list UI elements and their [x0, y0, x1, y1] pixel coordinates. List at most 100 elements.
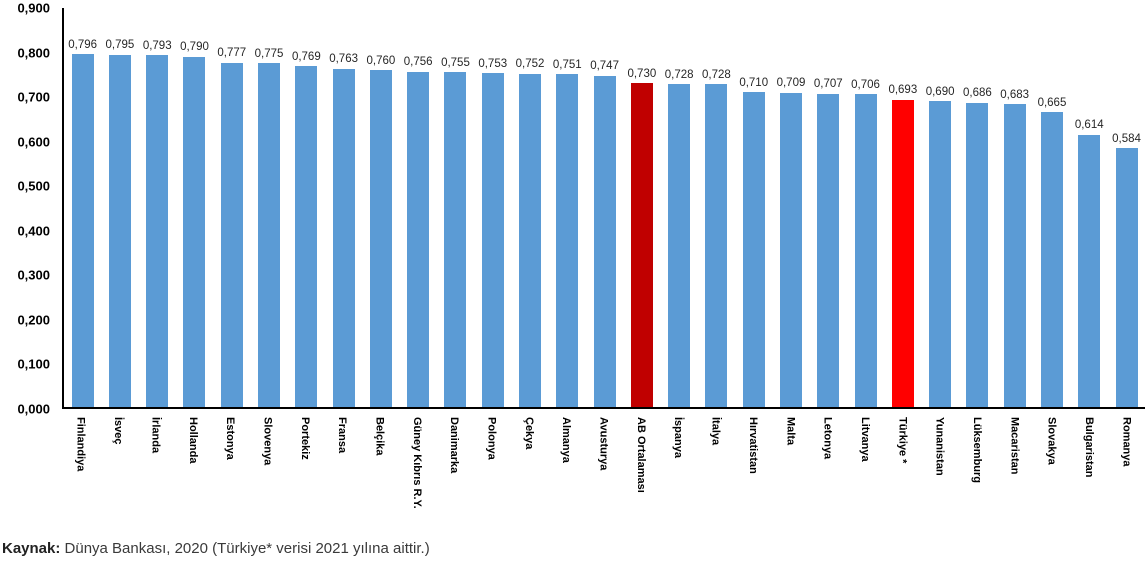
- bar-value-label: 0,690: [925, 85, 955, 98]
- x-axis-label: Finlandiya: [74, 417, 87, 472]
- y-axis-tick-label: 0,800: [17, 45, 50, 61]
- x-axis-label: Avusturya: [597, 417, 610, 471]
- y-axis-tick-label: 0,300: [17, 267, 50, 283]
- x-axis-label-cell: Romanya: [1108, 417, 1145, 509]
- bar-value-label: 0,760: [366, 54, 396, 67]
- bar-value-label: 0,686: [963, 87, 992, 100]
- x-axis-label: Slovakya: [1045, 417, 1058, 465]
- bar: [630, 83, 653, 407]
- x-axis-label: İsveç: [112, 417, 125, 445]
- bar: [742, 92, 765, 407]
- x-axis-label: Slovenya: [261, 417, 274, 466]
- x-axis-label: Belçika: [373, 417, 386, 456]
- bar-value-label: 0,728: [702, 68, 731, 81]
- x-axis-label: Almanya: [560, 417, 573, 463]
- bar: [556, 74, 579, 407]
- bar-column: 0,756: [400, 8, 437, 407]
- bars-container: 0,796 0,795 0,793 0,790 0,777 0,775 0,769 0,763…: [64, 8, 1145, 407]
- x-axis-label-cell: Hırvatistan: [734, 417, 771, 509]
- bar: [108, 54, 131, 407]
- x-axis-label: Yunanistan: [933, 417, 946, 476]
- x-axis-labels: Finlandiya İsveç İrlanda Hollanda Estonya Slo…: [62, 417, 1145, 509]
- bar: [854, 94, 877, 407]
- bar-value-label: 0,769: [291, 50, 321, 63]
- bar-column: 0,755: [437, 8, 474, 407]
- y-axis: 0,900 0,800 0,700 0,600 0,500 0,400 0,300 0,200…: [0, 2, 54, 416]
- bar: [1040, 112, 1063, 407]
- bar-value-label: 0,614: [1074, 119, 1104, 132]
- y-axis-tick-label: 0,000: [17, 401, 50, 417]
- source-note: Kaynak: Dünya Bankası, 2020 (Türkiye* ve…: [2, 540, 430, 557]
- bar-value-label: 0,693: [888, 84, 918, 97]
- bar-column: 0,752: [511, 8, 548, 407]
- bar-value-label: 0,755: [441, 56, 470, 69]
- x-axis-label-cell: Hollanda: [174, 417, 211, 509]
- bar: [891, 99, 914, 407]
- bar: [407, 71, 430, 407]
- bar: [1003, 104, 1026, 407]
- x-axis-label-cell: Fransa: [323, 417, 360, 509]
- x-axis-label: Malta: [784, 417, 797, 446]
- x-axis-label-cell: Lüksemburg: [958, 417, 995, 509]
- x-axis-label: İrlanda: [149, 417, 162, 454]
- bar-value-label: 0,665: [1037, 96, 1067, 109]
- x-axis-label-cell: AB Ortalaması: [622, 417, 659, 509]
- bar-column: 0,584: [1108, 8, 1145, 407]
- bar-column: 0,730: [623, 8, 660, 407]
- bar-value-label: 0,683: [1000, 88, 1030, 101]
- bar-column: 0,709: [772, 8, 809, 407]
- x-axis-label: AB Ortalaması: [634, 417, 647, 493]
- x-axis-label-cell: Slovenya: [249, 417, 286, 509]
- bar: [1115, 148, 1138, 407]
- bar-value-label: 0,710: [739, 76, 769, 89]
- bar-column: 0,686: [959, 8, 996, 407]
- x-axis-label-cell: Litvanya: [846, 417, 883, 509]
- x-axis-label-cell: İspanya: [660, 417, 697, 509]
- bar-column: 0,763: [325, 8, 362, 407]
- bar-column: 0,790: [176, 8, 213, 407]
- x-axis-label-cell: Bulgaristan: [1070, 417, 1107, 509]
- y-axis-tick-label: 0,200: [17, 312, 50, 328]
- bar-value-label: 0,796: [68, 38, 98, 51]
- x-axis-label-cell: Belçika: [361, 417, 398, 509]
- bar-column: 0,751: [549, 8, 586, 407]
- x-axis-label-cell: Estonya: [211, 417, 248, 509]
- x-axis-label: Çekya: [522, 417, 535, 450]
- source-text: Dünya Bankası, 2020 (Türkiye* verisi 202…: [60, 540, 430, 557]
- bar: [183, 56, 206, 407]
- x-axis-label-cell: Macaristan: [996, 417, 1033, 509]
- x-axis-label-cell: Çekya: [510, 417, 547, 509]
- x-axis-label: Türkiye *: [896, 417, 909, 464]
- bar: [295, 66, 318, 407]
- bar-value-label: 0,763: [329, 53, 358, 66]
- x-axis-label: Güney Kıbrıs R.Y.: [410, 417, 423, 509]
- x-axis-label: Hırvatistan: [746, 417, 759, 474]
- bar: [332, 68, 355, 407]
- bar: [369, 70, 392, 407]
- bar: [705, 84, 728, 407]
- x-axis-label: Fransa: [336, 417, 349, 454]
- x-axis-label: Macaristan: [1008, 417, 1021, 475]
- x-axis-label: İspanya: [672, 417, 685, 458]
- bar-value-label: 0,706: [851, 78, 880, 91]
- x-axis-label: Bulgaristan: [1083, 417, 1095, 478]
- bar: [593, 75, 616, 407]
- x-axis-label-cell: Letonya: [809, 417, 846, 509]
- x-axis-label: Letonya: [821, 417, 834, 460]
- bar-column: 0,753: [474, 8, 511, 407]
- bar-column: 0,795: [101, 8, 138, 407]
- bar-column: 0,760: [362, 8, 399, 407]
- x-axis-label-cell: İsveç: [99, 417, 136, 509]
- bar: [929, 101, 952, 407]
- bar: [481, 73, 504, 407]
- bar: [444, 72, 467, 407]
- bar-value-label: 0,753: [478, 57, 508, 70]
- bar: [519, 73, 542, 407]
- bar: [668, 84, 691, 407]
- bar-value-label: 0,795: [105, 39, 135, 52]
- bar-column: 0,706: [847, 8, 884, 407]
- bar: [966, 102, 989, 407]
- bar-column: 0,777: [213, 8, 250, 407]
- x-axis-label: Lüksemburg: [970, 417, 983, 484]
- x-axis-label-cell: Almanya: [547, 417, 584, 509]
